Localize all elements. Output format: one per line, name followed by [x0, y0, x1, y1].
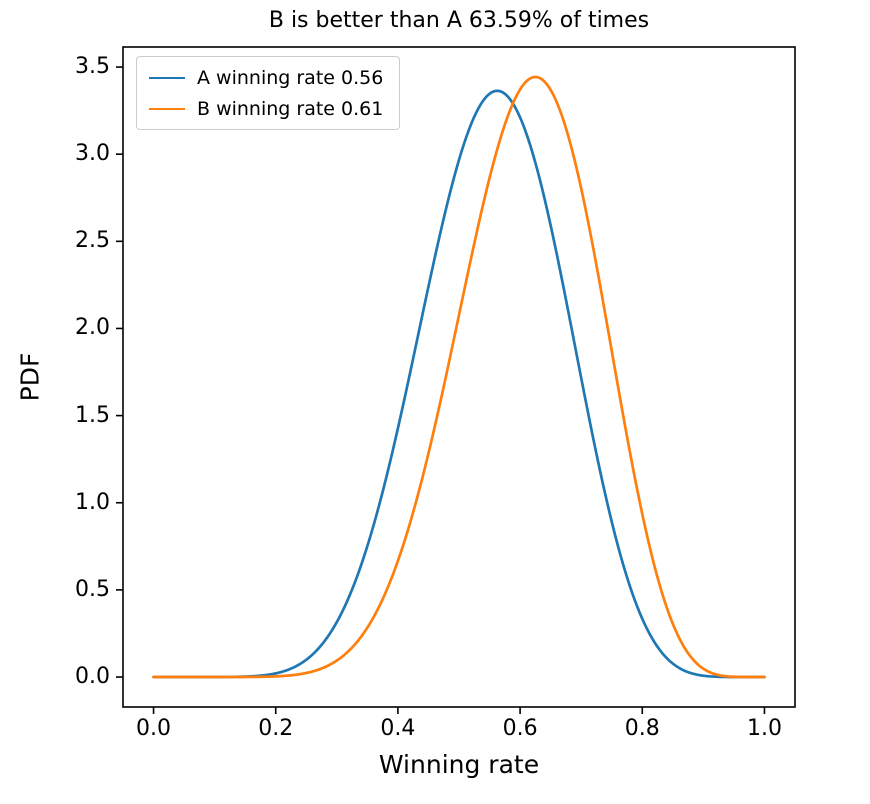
legend: A winning rate 0.56 B winning rate 0.61	[136, 56, 401, 130]
x-tick-label: 0.0	[136, 716, 172, 741]
x-tick-label: 0.6	[502, 716, 538, 741]
x-tick-label: 0.2	[258, 716, 294, 741]
y-tick-label: 1.0	[75, 489, 110, 515]
legend-line-a	[149, 76, 185, 79]
legend-entry-a: A winning rate 0.56	[149, 64, 383, 91]
y-axis-label: PDF	[15, 352, 45, 402]
x-tick-label: 0.8	[624, 716, 660, 741]
series-curve-b	[152, 75, 766, 679]
legend-label-b: B winning rate 0.61	[197, 97, 384, 120]
y-tick-label: 1.5	[75, 402, 110, 428]
chart-title: B is better than A 63.59% of times	[268, 8, 650, 33]
x-tick-label: 1.0	[746, 716, 782, 741]
y-tick-label: 3.5	[75, 54, 110, 80]
legend-label-a: A winning rate 0.56	[197, 66, 384, 89]
legend-entry-b: B winning rate 0.61	[149, 95, 383, 122]
x-axis-label: Winning rate	[378, 750, 540, 779]
legend-line-b	[149, 107, 185, 110]
y-tick-label: 3.0	[75, 141, 110, 167]
series-curve-a	[152, 89, 766, 679]
y-tick-label: 2.5	[75, 228, 110, 254]
axes-spines	[122, 46, 796, 708]
y-tick-label: 2.0	[75, 315, 110, 341]
y-tick-label: 0.0	[75, 664, 110, 690]
y-tick-label: 0.5	[75, 576, 110, 602]
x-tick-label: 0.4	[380, 716, 416, 741]
